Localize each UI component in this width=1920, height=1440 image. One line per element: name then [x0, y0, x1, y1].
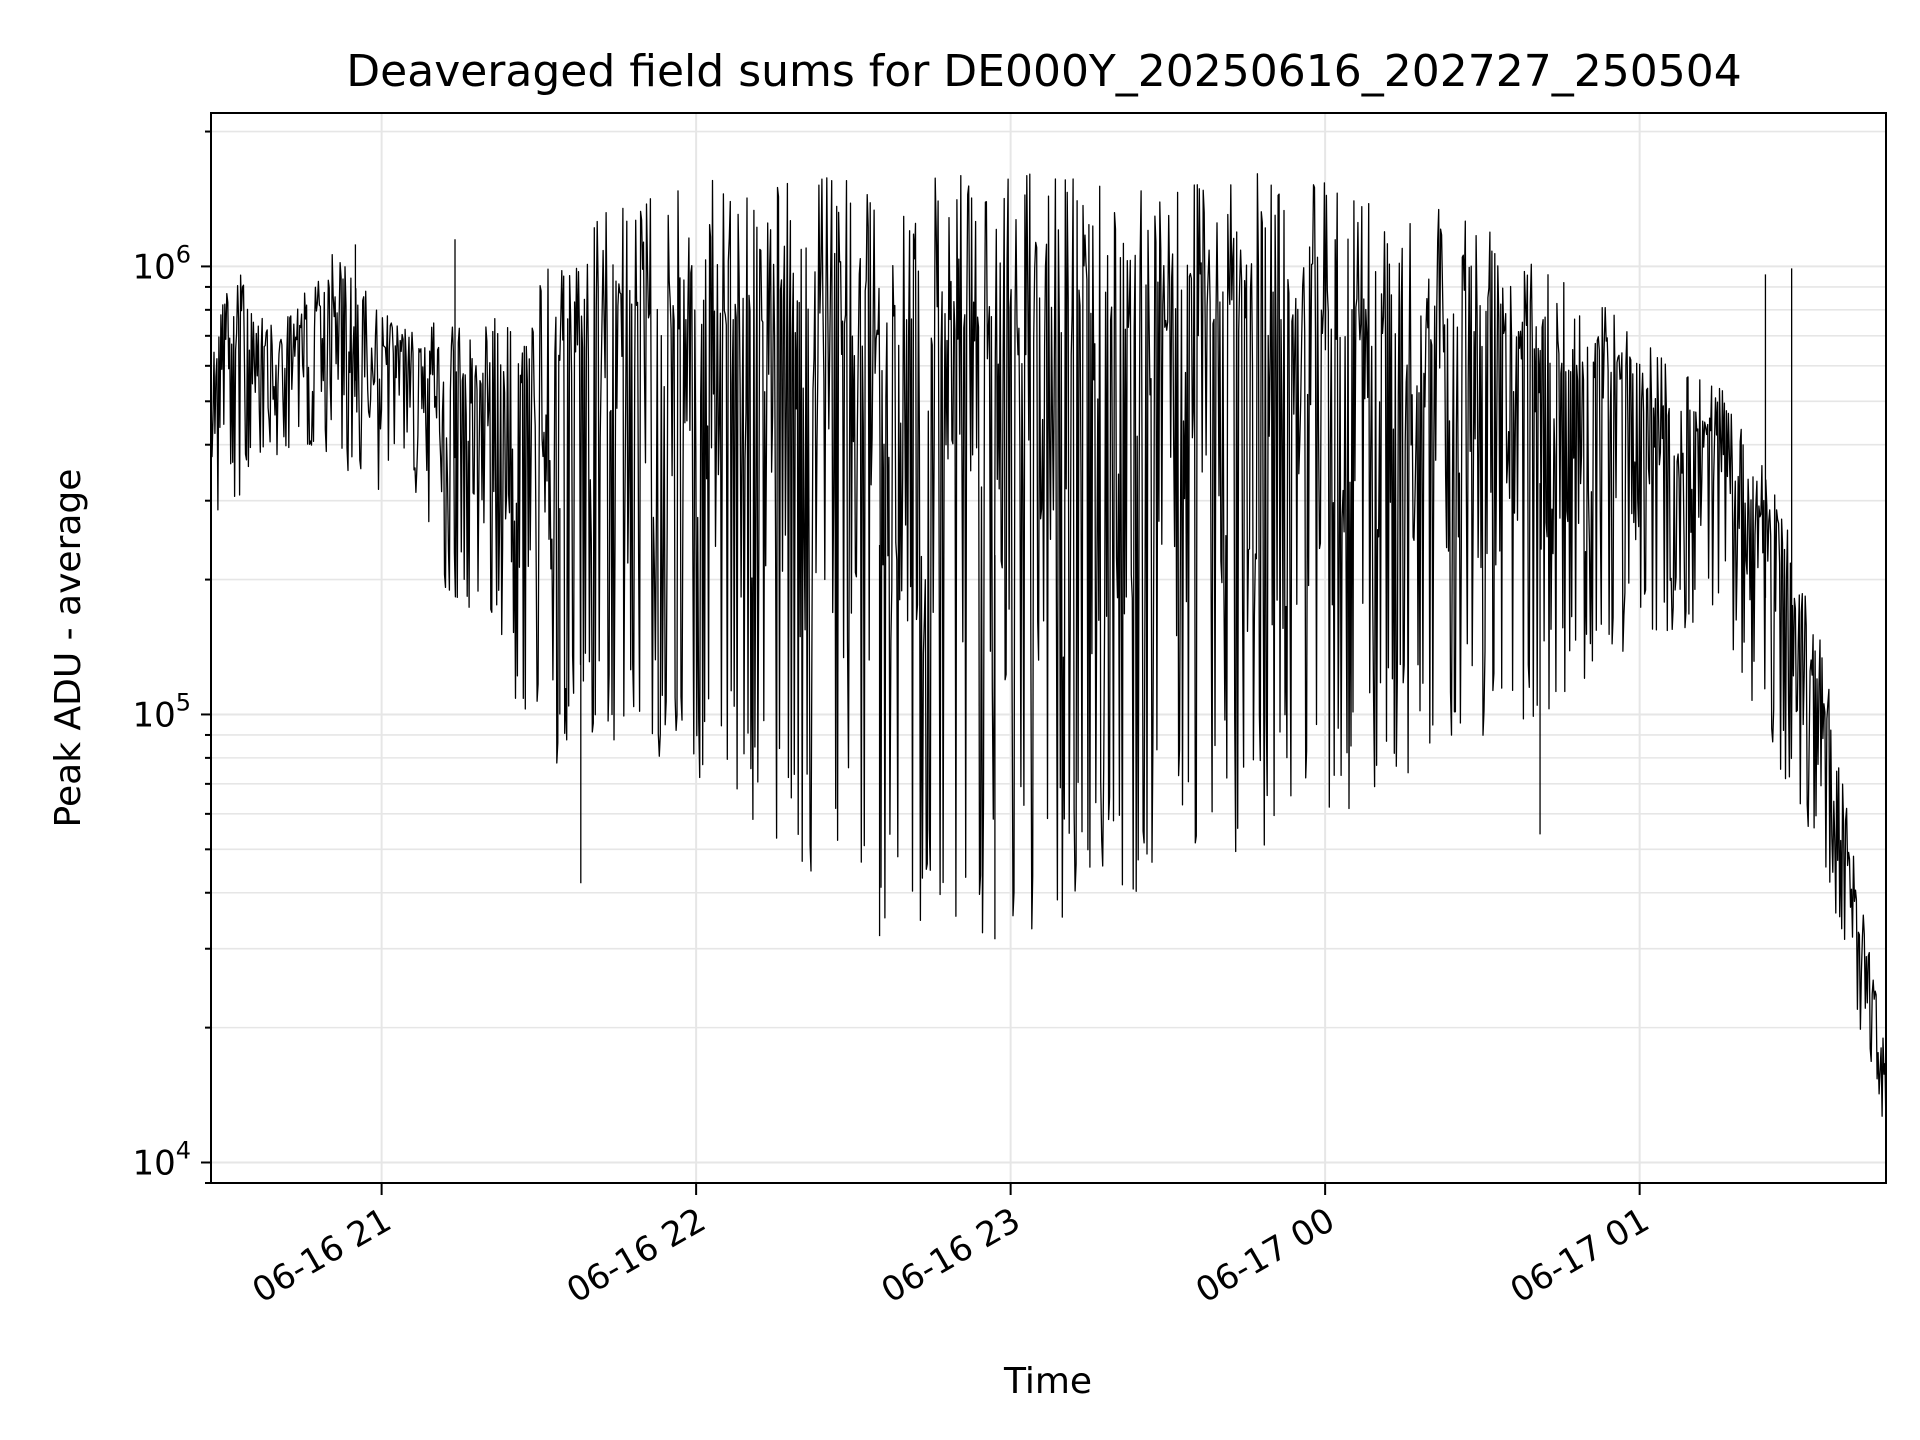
series-line — [210, 173, 1887, 1132]
y-axis: 104 105 106 — [132, 130, 211, 1184]
series-group — [210, 173, 1887, 1136]
y-tick-label: 105 — [132, 688, 191, 735]
y-tick-label: 106 — [132, 240, 191, 287]
chart-title: Deaveraged field sums for DE000Y_2025061… — [346, 46, 1741, 97]
y-axis-label: Peak ADU - average — [48, 469, 89, 828]
y-tick-label: 104 — [132, 1136, 191, 1183]
x-axis-label: Time — [1003, 1361, 1092, 1402]
plot-frame — [210, 112, 1887, 1184]
